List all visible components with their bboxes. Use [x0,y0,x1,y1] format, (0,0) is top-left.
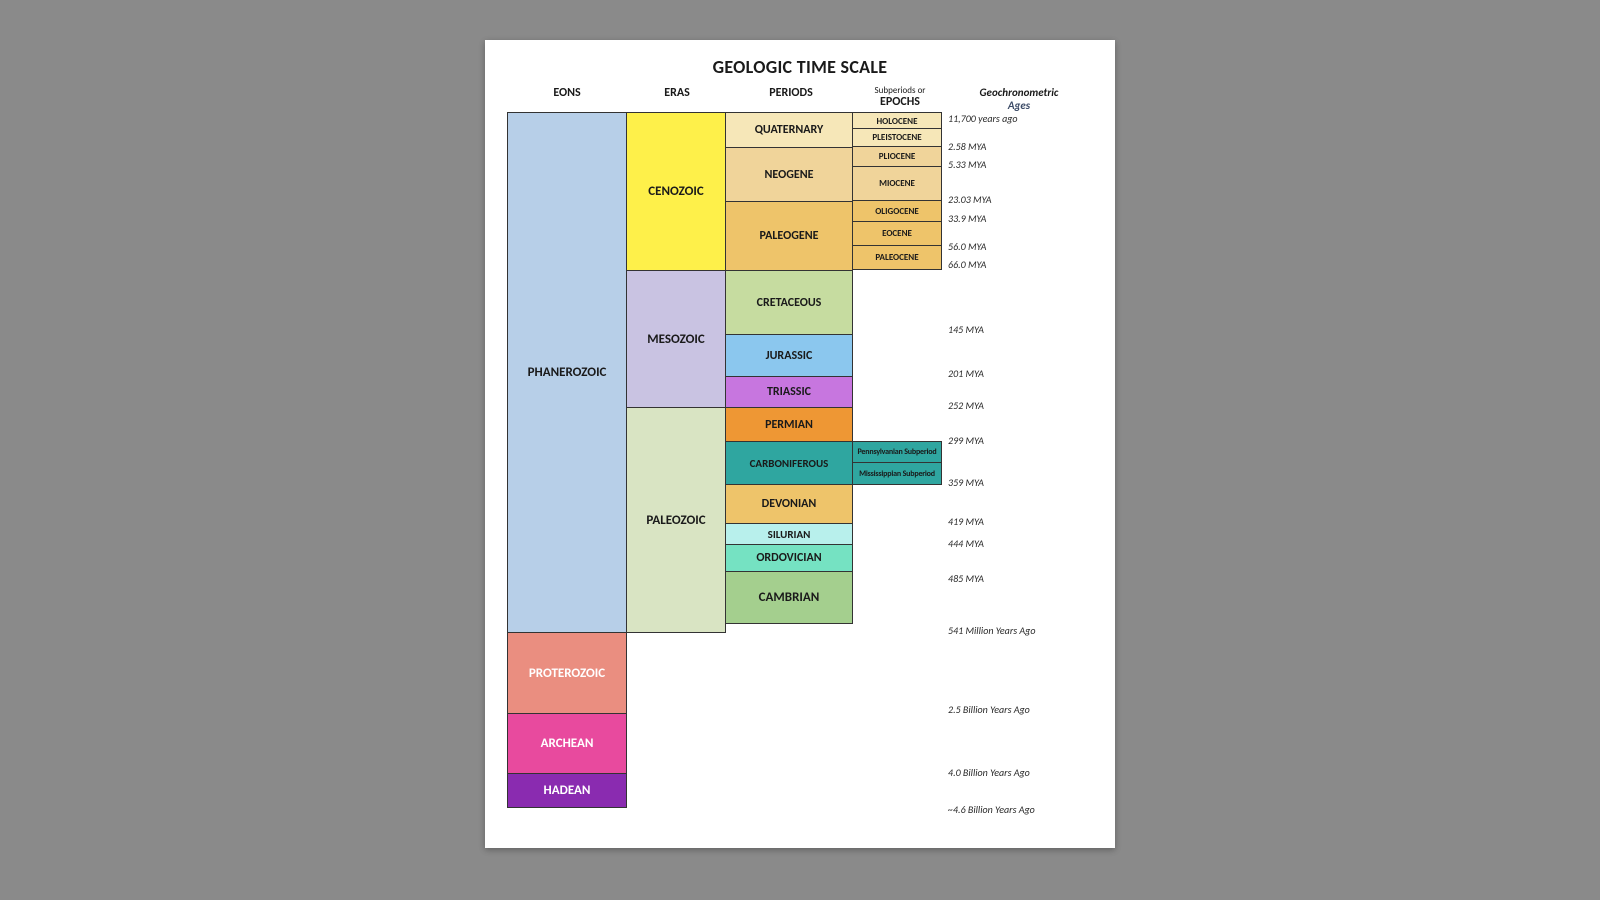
header-ages: Geochronometric Ages [945,86,1093,112]
age-label: 5.33 MYA [948,158,986,171]
period-quaternary: QUATERNARY [725,112,853,148]
header-epochs-sub: Subperiods or [855,86,945,95]
periods-column: QUATERNARYNEOGENEPALEOGENECRETACEOUSJURA… [725,112,853,808]
age-label: ~4.6 Billion Years Ago [948,803,1035,816]
eon-proterozoic: PROTEROZOIC [507,632,627,714]
age-label: 444 MYA [948,537,984,550]
age-label: 145 MYA [948,323,984,336]
age-label: 4.0 Billion Years Ago [948,766,1030,779]
age-label: 485 MYA [948,572,984,585]
period-triassic: TRIASSIC [725,376,853,408]
header-epochs-main: EPOCHS [880,95,920,109]
period-devonian: DEVONIAN [725,484,853,524]
epoch-pennsylvanian-subperiod: Pennsylvanian Subperiod [852,441,942,463]
age-label: 419 MYA [948,515,984,528]
era-cenozoic: CENOZOIC [626,112,726,271]
age-label: 541 Million Years Ago [948,624,1035,637]
eon-phanerozoic: PHANEROZOIC [507,112,627,633]
header-epochs: Subperiods or EPOCHS [855,86,945,112]
epoch-pliocene: PLIOCENE [852,146,942,167]
period-jurassic: JURASSIC [725,334,853,377]
period-silurian: SILURIAN [725,523,853,545]
age-label: 299 MYA [948,434,984,447]
epochs-column: HOLOCENEPLEISTOCENEPLIOCENEMIOCENEOLIGOC… [852,112,942,808]
era-mesozoic: MESOZOIC [626,270,726,408]
header-ages-sub: Ages [945,99,1093,112]
period-carboniferous: CARBONIFEROUS [725,441,853,485]
chart-body: PHANEROZOICPROTEROZOICARCHEANHADEAN CENO… [507,112,1093,808]
header-periods: PERIODS [727,86,855,112]
eons-column: PHANEROZOICPROTEROZOICARCHEANHADEAN [507,112,627,808]
age-label: 23.03 MYA [948,193,992,206]
ages-column: 11,700 years ago 2.58 MYA 5.33 MYA 23.03 MY… [942,112,1093,808]
age-label: 252 MYA [948,399,984,412]
period-ordovician: ORDOVICIAN [725,544,853,572]
period-cretaceous: CRETACEOUS [725,270,853,335]
eon-archean: ARCHEAN [507,713,627,774]
header-eons: EONS [507,86,627,112]
age-label: 66.0 MYA [948,258,986,271]
header-row: EONS ERAS PERIODS Subperiods or EPOCHS G… [507,86,1093,112]
age-label: 2.58 MYA [948,140,986,153]
era-paleozoic: PALEOZOIC [626,407,726,633]
epoch-miocene: MIOCENE [852,166,942,201]
age-label: 33.9 MYA [948,212,986,225]
age-label: 56.0 MYA [948,240,986,253]
eon-hadean: HADEAN [507,773,627,808]
epoch-paleocene: PALEOCENE [852,245,942,270]
header-eras: ERAS [627,86,727,112]
epoch-eocene: EOCENE [852,221,942,246]
age-label: 11,700 years ago [948,112,1017,125]
age-label: 201 MYA [948,367,984,380]
epoch-mississippian-subperiod: Mississippian Subperiod [852,462,942,485]
period-cambrian: CAMBRIAN [725,571,853,624]
age-label: 2.5 Billion Years Ago [948,703,1030,716]
epoch-oligocene: OLIGOCENE [852,200,942,222]
age-label: 359 MYA [948,476,984,489]
chart-title: GEOLOGIC TIME SCALE [507,56,1093,78]
header-ages-geo: Geochronometric [945,86,1093,99]
page-container: GEOLOGIC TIME SCALE EONS ERAS PERIODS Su… [485,40,1115,848]
epoch-pleistocene: PLEISTOCENE [852,128,942,147]
period-paleogene: PALEOGENE [725,201,853,271]
period-permian: PERMIAN [725,407,853,442]
period-neogene: NEOGENE [725,147,853,202]
eras-column: CENOZOICMESOZOICPALEOZOIC [626,112,726,808]
